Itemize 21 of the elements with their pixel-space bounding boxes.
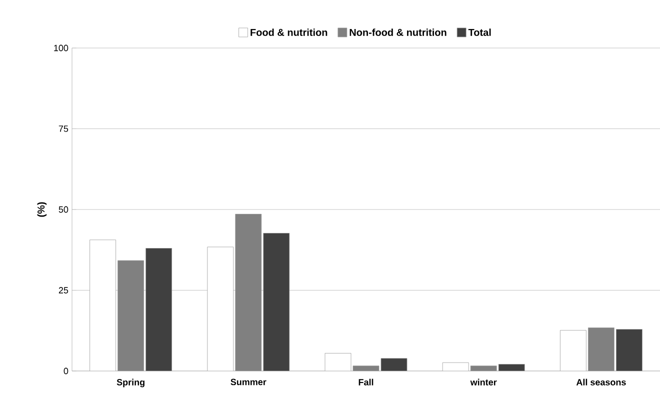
x-tick-label: winter	[470, 378, 497, 386]
y-axis-title: (%)	[37, 202, 47, 217]
x-tick-label: Spring	[116, 378, 144, 388]
bar	[588, 328, 614, 371]
x-tick-label: All seasons	[576, 378, 626, 386]
bar	[235, 214, 262, 371]
y-tick-label: 100	[54, 44, 68, 52]
legend-label: Non-food & nutrition	[350, 28, 446, 36]
x-tick-label: Fall	[358, 378, 374, 386]
bar	[381, 358, 408, 371]
bar	[146, 248, 172, 371]
y-tick-label: 75	[58, 126, 68, 132]
bar	[118, 260, 144, 371]
legend-label: Food & nutrition	[250, 28, 328, 36]
bar	[263, 232, 290, 371]
x-tick-label: Summer	[230, 378, 266, 386]
legend-label: Total	[468, 28, 491, 36]
y-tick-label: 0	[64, 368, 68, 374]
y-tick-label: 50	[58, 206, 68, 213]
bar	[616, 329, 642, 371]
y-tick-label: 25	[58, 287, 68, 294]
